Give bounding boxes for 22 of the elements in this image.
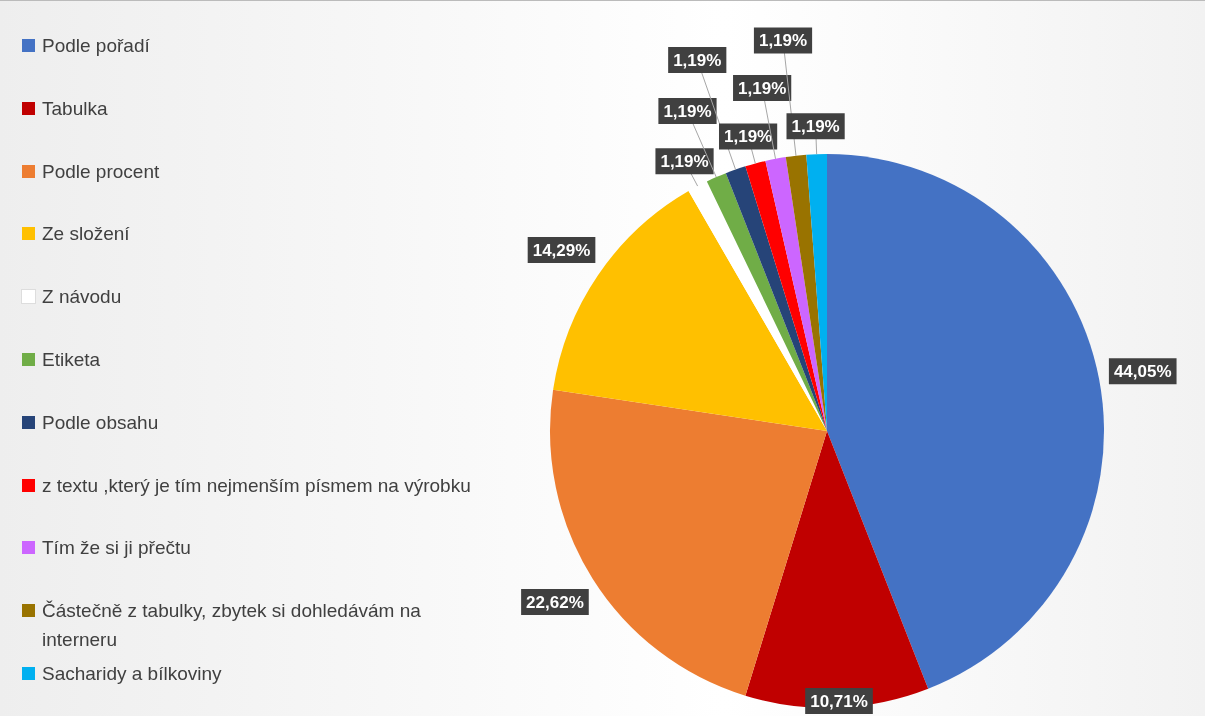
- legend-label: Podle obsahu: [42, 411, 159, 433]
- data-label: 1,19%: [673, 50, 722, 70]
- legend-label: Tabulka: [42, 97, 108, 119]
- data-label: 44,05%: [1113, 361, 1172, 381]
- legend-label: Ze složení: [42, 223, 130, 245]
- data-label: 22,62%: [526, 592, 584, 612]
- data-label: 1,19%: [791, 116, 840, 136]
- data-label: 10,71%: [810, 691, 868, 711]
- data-label: 1,19%: [660, 152, 709, 171]
- legend-label: Z návodu: [42, 286, 122, 308]
- data-label: 1,19%: [723, 127, 773, 147]
- data-label: 1,19%: [758, 31, 808, 51]
- data-label: 1,19%: [663, 101, 712, 121]
- legend-label: Sacharidy a bílkoviny: [42, 663, 222, 684]
- legend-label: z textu ,který je tím nejmenším písmem na výrobku: [42, 474, 471, 496]
- data-label: 1,19%: [738, 78, 787, 98]
- legend-label: Částečně z tabulky, zbytek si dohledávám na interneru: [42, 600, 421, 651]
- legend-label: Podle pořadí: [42, 35, 150, 56]
- legend-label: Etiketa: [42, 349, 101, 370]
- legend-label: Tím že si ji přečtu: [42, 537, 191, 559]
- legend-label: Podle procent: [42, 160, 160, 182]
- data-label: 14,29%: [532, 240, 591, 260]
